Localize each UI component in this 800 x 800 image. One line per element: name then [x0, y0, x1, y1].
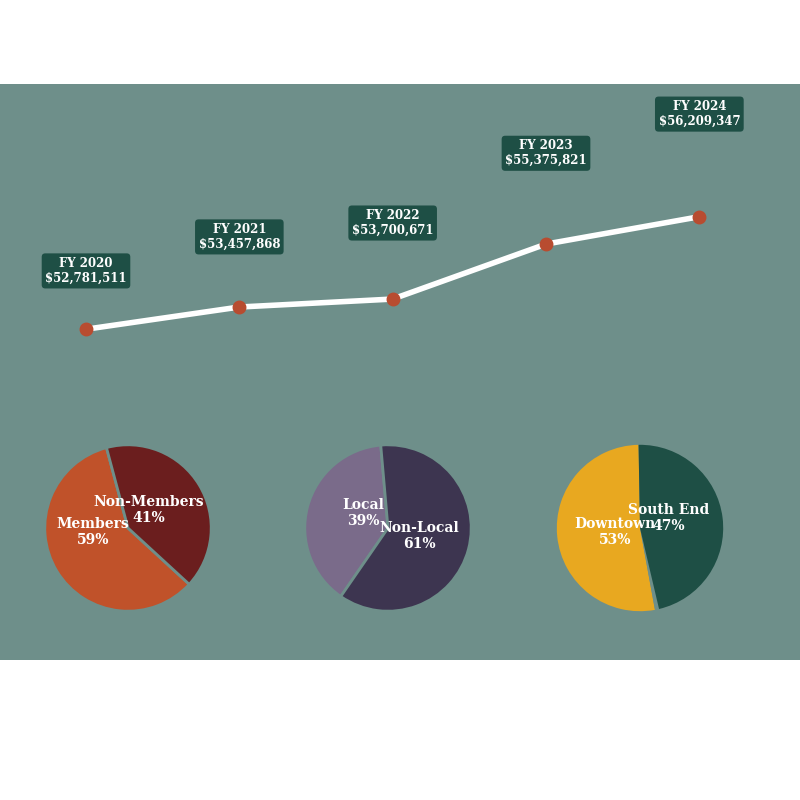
Text: South End
47%: South End 47% — [629, 503, 710, 533]
Text: Local
39%: Local 39% — [342, 498, 384, 528]
Text: FY 2022
$53,700,671: FY 2022 $53,700,671 — [352, 209, 434, 237]
Wedge shape — [341, 445, 471, 611]
Wedge shape — [557, 445, 655, 611]
Text: Non-Local
61%: Non-Local 61% — [380, 522, 459, 551]
Text: Members
59%: Members 59% — [57, 517, 130, 547]
Wedge shape — [638, 445, 723, 609]
Wedge shape — [45, 448, 190, 611]
Text: FY 2021
$53,457,868: FY 2021 $53,457,868 — [198, 223, 280, 251]
Text: FY 2024
$56,209,347: FY 2024 $56,209,347 — [658, 100, 740, 128]
Text: Non-Members
41%: Non-Members 41% — [94, 494, 204, 525]
Wedge shape — [106, 445, 211, 584]
Text: FY 2023
$55,375,821: FY 2023 $55,375,821 — [505, 139, 587, 167]
Wedge shape — [640, 528, 659, 610]
Text: Downtown
53%: Downtown 53% — [574, 517, 656, 547]
Wedge shape — [305, 445, 388, 597]
Text: FY 2020
$52,781,511: FY 2020 $52,781,511 — [46, 257, 126, 285]
